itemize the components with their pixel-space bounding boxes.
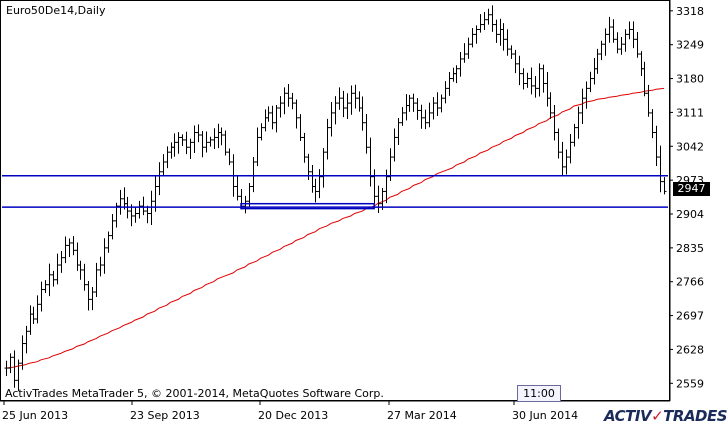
current-price-tag: 2947 (673, 182, 710, 196)
x-tick-label: 30 Jun 2014 (512, 409, 578, 422)
ohlc-bars (4, 5, 667, 392)
brand-logo: ACTIV✓TRADES (604, 407, 728, 425)
time-badge[interactable]: 11:00 (517, 385, 561, 402)
y-tick-label: 2628 (676, 343, 704, 356)
brand-main: ACTIV (604, 407, 652, 425)
y-tick-label: 2904 (676, 208, 704, 221)
y-tick-label: 3318 (676, 5, 704, 18)
x-tick-label: 20 Dec 2013 (258, 409, 328, 422)
y-tick-label: 2697 (676, 310, 704, 323)
brand-second: TRADES (663, 407, 728, 425)
price-axis: 3318324931803111304229732904283527662697… (669, 5, 704, 390)
time-axis: 25 Jun 2013 23 Sep 2013 20 Dec 2013 27 Mar … (0, 0, 671, 422)
y-tick-label: 3180 (676, 73, 704, 86)
y-tick-label: 3249 (676, 39, 704, 52)
support-rectangle[interactable] (240, 202, 375, 210)
y-tick-label: 2835 (676, 242, 704, 255)
x-tick-label: 27 Mar 2014 (387, 409, 457, 422)
copyright-text: ActivTrades MetaTrader 5, © 2001-2014, M… (5, 387, 384, 400)
y-tick-label: 3042 (676, 140, 704, 153)
chart-title: Euro50De14,Daily (6, 4, 106, 17)
x-tick-label: 23 Sep 2013 (130, 409, 200, 422)
rectangle-object (240, 202, 375, 210)
brand-swoosh-icon: ✓ (651, 407, 664, 425)
y-tick-label: 2766 (676, 276, 704, 289)
horizontal-levels[interactable] (2, 174, 668, 208)
x-tick-label: 25 Jun 2013 (2, 409, 68, 422)
chart-frame (0, 0, 670, 401)
y-tick-label: 3111 (676, 106, 704, 119)
y-tick-label: 2559 (676, 377, 704, 390)
